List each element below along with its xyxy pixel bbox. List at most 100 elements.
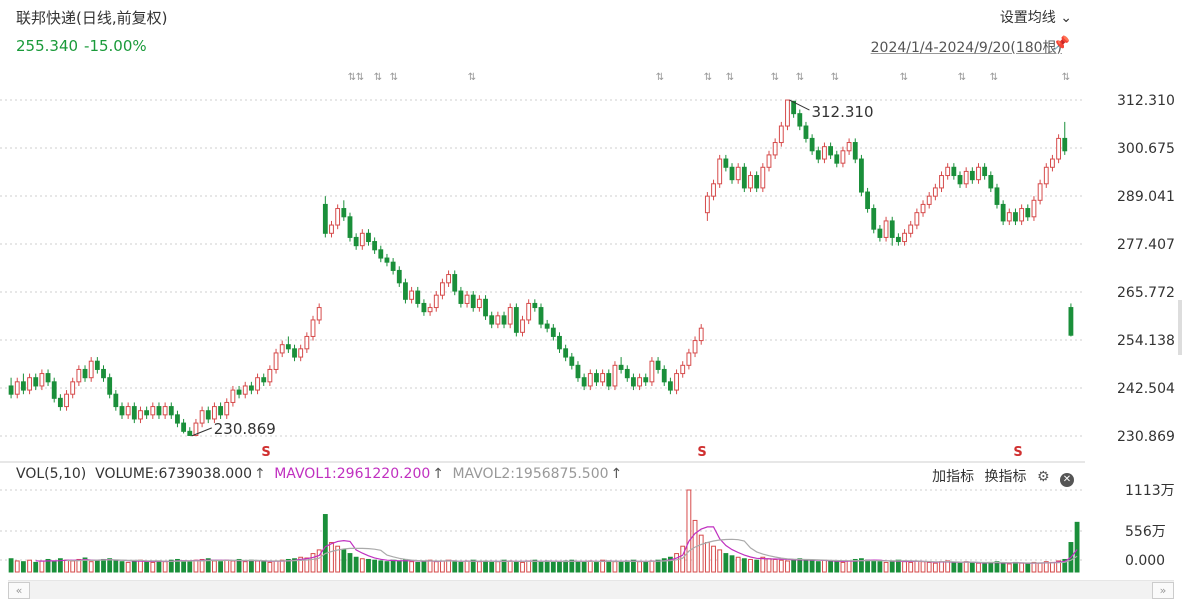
volume-bar xyxy=(51,561,57,573)
ma-settings-dropdown[interactable]: 设置均线 ⌄ xyxy=(1000,7,1072,27)
candle-up xyxy=(587,373,593,387)
volume-bar xyxy=(717,549,723,573)
timeline-scrollbar[interactable]: « » xyxy=(8,580,1174,599)
candles xyxy=(8,99,1074,436)
event-marker-icon: ⇅ xyxy=(796,72,804,83)
candle-up xyxy=(335,208,341,226)
candle-down xyxy=(741,166,747,189)
candle-down xyxy=(107,377,113,395)
volume-bar xyxy=(883,561,889,573)
candle-up xyxy=(920,203,926,214)
volume-bar xyxy=(57,558,63,573)
volume-bar xyxy=(575,561,581,573)
volume-bar xyxy=(82,557,88,573)
volume-bar xyxy=(193,559,199,573)
volume-bar xyxy=(298,556,304,573)
candle-down xyxy=(292,348,297,358)
volume-bar xyxy=(526,560,532,573)
volume-bar xyxy=(310,553,316,573)
candle-up xyxy=(717,158,723,185)
volume-bar xyxy=(600,559,606,573)
candle-up xyxy=(495,315,501,325)
volume-bar xyxy=(902,561,907,573)
panel-resize-handle[interactable] xyxy=(1178,300,1182,355)
volume-bar xyxy=(1050,561,1055,573)
volume-bar xyxy=(464,560,470,573)
candle-down xyxy=(828,146,834,156)
volume-bar xyxy=(939,561,944,573)
candle-down xyxy=(396,269,402,284)
candle-up xyxy=(427,307,433,313)
volume-bar xyxy=(101,558,106,573)
volume-bar xyxy=(421,560,427,573)
volume-bar xyxy=(772,558,778,573)
volume-bar xyxy=(384,561,390,573)
volume-bar xyxy=(914,560,920,573)
volume-bar xyxy=(982,563,988,573)
volume-bar xyxy=(976,562,981,573)
volume-bar xyxy=(279,559,285,573)
candle-down xyxy=(834,154,840,164)
candle-down xyxy=(803,125,809,139)
candle-up xyxy=(649,360,655,383)
candle-up xyxy=(27,377,32,391)
volume-bar xyxy=(594,561,599,573)
arrow-up-icon: ↑ xyxy=(432,466,445,482)
candle-up xyxy=(526,302,532,321)
close-icon[interactable]: ✕ xyxy=(1060,473,1074,487)
price-tick-label: 289.041 xyxy=(1117,189,1175,205)
candle-up xyxy=(698,327,704,342)
candle-up xyxy=(902,232,907,243)
candle-up xyxy=(612,364,618,387)
volume-bar xyxy=(396,560,402,573)
volume-bar xyxy=(403,558,408,573)
volume-bar xyxy=(513,561,519,573)
candle-up xyxy=(822,146,827,160)
candlestick-chart[interactable]: ⇅ ⇅ ⇅ ⇅ ⇅ ⇅ ⇅ ⇅ ⇅ ⇅ ⇅ ⇅ ⇅ ⇅ ⇅S S S 312.310300.675289.041… xyxy=(0,0,1182,460)
candle-down xyxy=(791,100,797,115)
candle-down xyxy=(655,360,661,370)
split-marker-icon: S xyxy=(1013,445,1022,460)
date-range[interactable]: 2024/1/4-2024/9/20(180根) xyxy=(870,40,1062,56)
volume-bar xyxy=(427,559,433,573)
event-marker-icon: ⇅ xyxy=(771,72,779,83)
volume-bar xyxy=(1031,561,1037,573)
volume-bar xyxy=(1074,521,1080,573)
candle-up xyxy=(1006,212,1012,222)
candle-down xyxy=(1068,307,1074,336)
volume-bar xyxy=(119,561,125,573)
candle-down xyxy=(550,327,556,337)
event-marker-icon: ⇅ xyxy=(726,72,734,83)
volume-bar xyxy=(569,559,575,573)
candle-down xyxy=(156,406,162,416)
volume-bar xyxy=(581,561,587,573)
add-indicator-button[interactable]: 加指标 xyxy=(932,469,975,485)
switch-indicator-button[interactable]: 换指标 xyxy=(984,469,1027,485)
scroll-left-button[interactable]: « xyxy=(8,582,30,599)
gear-icon[interactable]: ⚙ xyxy=(1036,469,1050,485)
split-marker-icon: S xyxy=(697,445,706,460)
pin-icon[interactable]: 📌 xyxy=(1052,36,1070,52)
volume-tick-label: 0.000 xyxy=(1125,553,1165,569)
scroll-right-button[interactable]: » xyxy=(1152,582,1174,599)
volume-bar xyxy=(476,561,482,573)
volume-bar xyxy=(88,561,94,573)
candle-down xyxy=(322,203,328,234)
volume-bar xyxy=(248,559,254,573)
volume-bar xyxy=(748,558,753,573)
volume-bar xyxy=(963,561,969,573)
candle-up xyxy=(914,212,920,226)
volume-bar xyxy=(20,561,26,573)
candle-up xyxy=(440,282,445,296)
volume-bar xyxy=(877,561,883,573)
event-markers: ⇅ ⇅ ⇅ ⇅ ⇅ ⇅ ⇅ ⇅ ⇅ ⇅ ⇅ ⇅ ⇅ ⇅ ⇅S S S xyxy=(261,72,1070,460)
candle-down xyxy=(1062,137,1068,152)
candle-down xyxy=(606,373,612,387)
candle-up xyxy=(193,422,199,436)
volume-bar xyxy=(199,558,205,573)
volume-bar xyxy=(674,553,679,573)
candle-up xyxy=(926,195,932,205)
volume-ma-lines xyxy=(35,526,1078,564)
volume-bar xyxy=(1019,562,1025,573)
